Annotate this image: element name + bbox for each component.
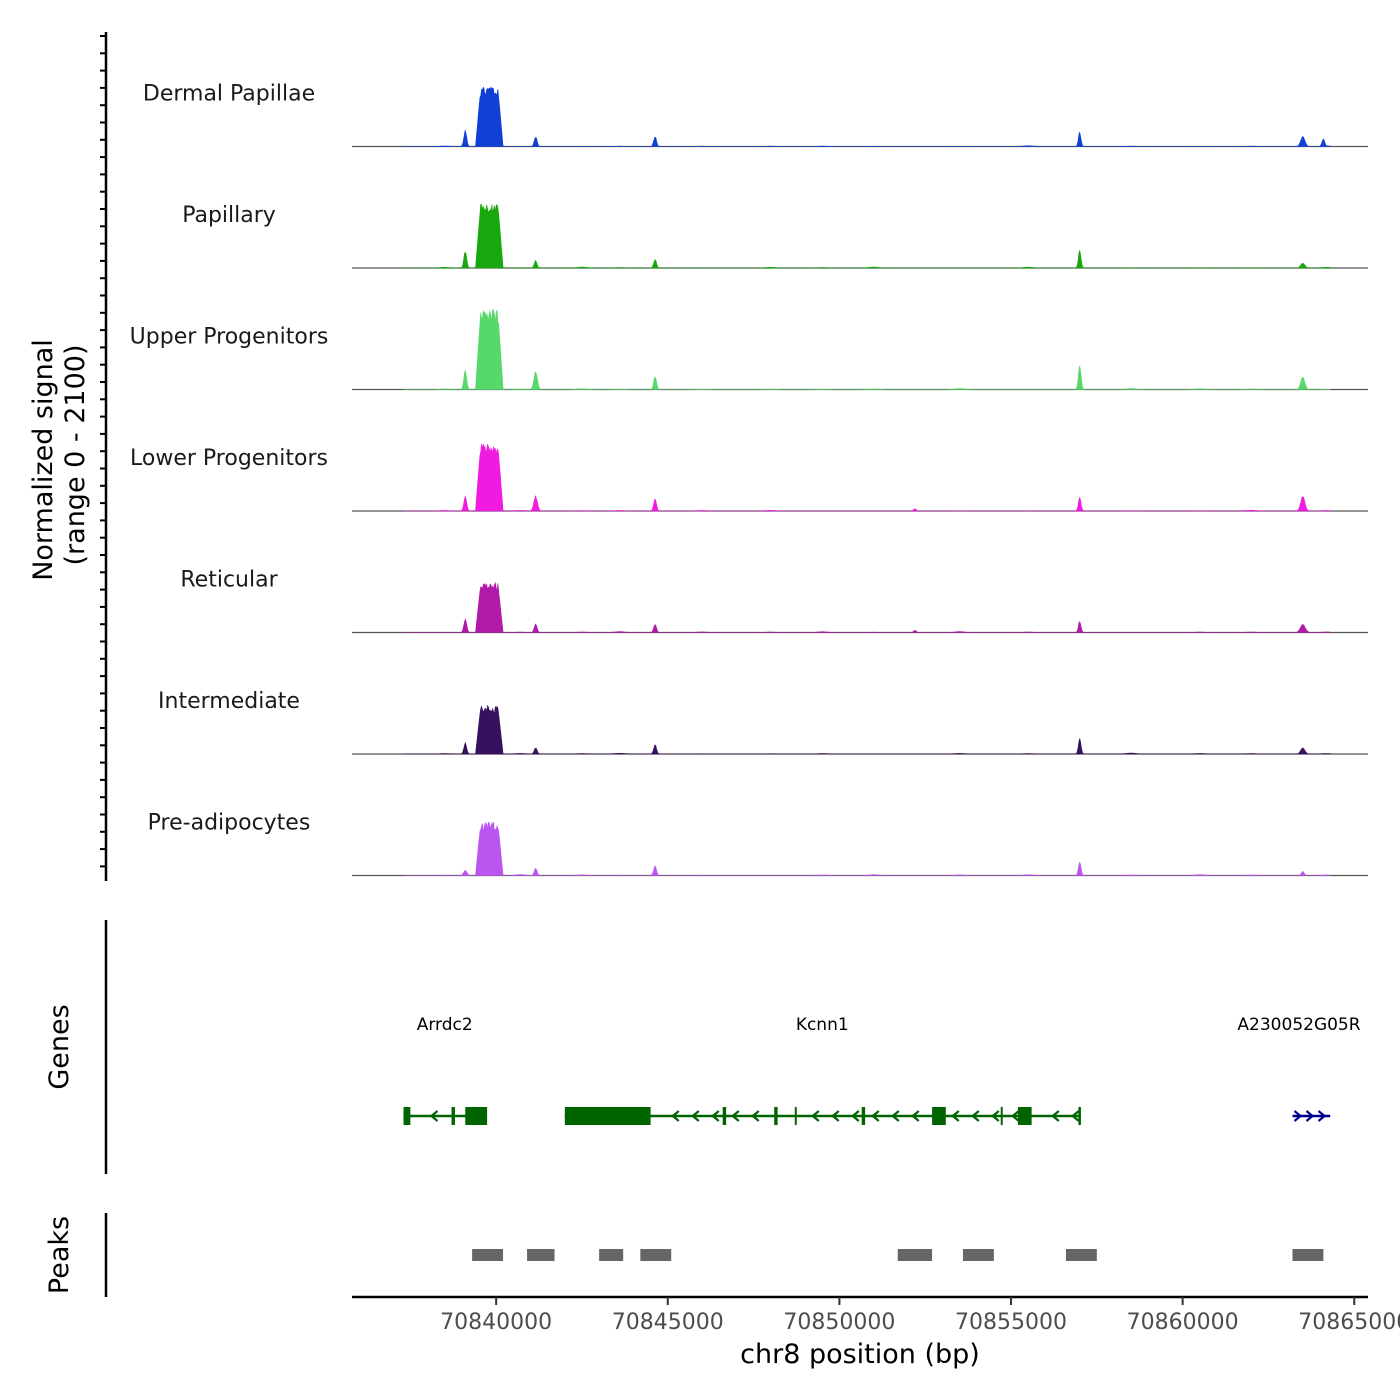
strand-arrow <box>871 1110 880 1122</box>
signal-tracks: Dermal Papillae Papillary Upper Progenitor… <box>130 82 1368 877</box>
strand-arrow <box>951 1110 960 1122</box>
signal-area <box>403 443 1331 512</box>
gene-a230052g05r: A230052G05R <box>1237 1015 1361 1122</box>
strand-arrow <box>811 1110 820 1122</box>
signal-track-papillary: Papillary <box>182 203 1368 269</box>
x-tick-label: 70860000 <box>1127 1310 1239 1335</box>
strand-arrow <box>971 1110 980 1122</box>
x-axis-title: chr8 position (bp) <box>740 1339 980 1370</box>
gene-label: A230052G05R <box>1237 1015 1360 1035</box>
signal-track-intermediate: Intermediate <box>158 689 1368 755</box>
exon <box>932 1107 946 1125</box>
exon <box>861 1107 866 1125</box>
gene-models: Arrdc2 Kcnn1 A230052G05R <box>403 1015 1361 1125</box>
signal-area <box>403 704 1331 755</box>
strand-arrow <box>711 1110 720 1122</box>
x-tick-label: 70855000 <box>955 1310 1067 1335</box>
strand-arrow <box>691 1110 700 1122</box>
track-label: Reticular <box>180 568 278 593</box>
peak-region <box>527 1249 555 1261</box>
signal-y-axis <box>100 32 108 881</box>
genes-track-label: Genes <box>44 1004 75 1089</box>
strand-arrow <box>429 1110 439 1122</box>
exon <box>722 1107 727 1125</box>
peak-region <box>962 1249 994 1261</box>
strand-arrow <box>1051 1110 1060 1122</box>
strand-arrow <box>1071 1110 1080 1122</box>
track-label: Papillary <box>182 203 276 228</box>
genes-track: Genes Arrdc2 Kcnn1 A230052G05R <box>44 920 1361 1174</box>
signal-track-pre-adipocytes: Pre-adipocytes <box>148 811 1368 877</box>
strand-arrow <box>851 1110 860 1122</box>
y-axis-title: Normalized signal (range 0 - 2100) <box>28 339 91 581</box>
gene-label: Kcnn1 <box>796 1015 849 1035</box>
peak-region <box>640 1249 672 1261</box>
strand-arrow <box>1317 1110 1327 1122</box>
strand-arrow <box>891 1110 900 1122</box>
peaks-track-label: Peaks <box>44 1216 75 1294</box>
exon <box>465 1107 486 1125</box>
strand-arrow <box>731 1110 740 1122</box>
y-axis-title-line-1: Normalized signal <box>28 339 59 581</box>
strand-arrow <box>831 1110 840 1122</box>
peak-region <box>1292 1249 1324 1261</box>
y-axis-title-line-2: (range 0 - 2100) <box>60 345 91 566</box>
x-axis: 70840000 70845000 70850000 70855000 70860000… <box>352 1295 1400 1335</box>
strand-arrow <box>751 1110 760 1122</box>
gene-kcnn1: Kcnn1 <box>564 1015 1081 1125</box>
x-tick-label: 70840000 <box>440 1310 552 1335</box>
gene-arrdc2: Arrdc2 <box>403 1015 488 1125</box>
track-label: Dermal Papillae <box>143 82 315 107</box>
signal-track-lower-progenitors: Lower Progenitors <box>130 443 1368 512</box>
exon <box>774 1107 778 1125</box>
signal-area <box>403 581 1331 633</box>
signal-track-reticular: Reticular <box>180 568 1368 634</box>
signal-area <box>403 203 1331 269</box>
exon <box>451 1107 455 1125</box>
strand-arrow <box>1293 1110 1303 1122</box>
peak-region <box>1065 1249 1097 1261</box>
exon <box>1000 1107 1003 1125</box>
strand-arrow <box>991 1110 1000 1122</box>
peaks-track: Peaks <box>44 1213 1324 1297</box>
exon <box>1017 1107 1032 1125</box>
exon <box>794 1107 797 1125</box>
signal-track-upper-progenitors: Upper Progenitors <box>130 309 1368 391</box>
peak-regions <box>472 1249 1324 1261</box>
exon <box>564 1107 651 1125</box>
x-tick-label: 70845000 <box>612 1310 724 1335</box>
signal-area <box>403 86 1331 147</box>
track-label: Lower Progenitors <box>130 446 328 471</box>
strand-arrow <box>1011 1110 1020 1122</box>
gene-label: Arrdc2 <box>417 1015 473 1035</box>
strand-arrow <box>671 1110 680 1122</box>
signal-area <box>403 821 1331 876</box>
peak-region <box>472 1249 504 1261</box>
exon <box>403 1107 411 1125</box>
strand-arrow <box>911 1110 920 1122</box>
track-label: Upper Progenitors <box>130 325 329 350</box>
track-label: Intermediate <box>158 689 300 714</box>
track-label: Pre-adipocytes <box>148 811 311 836</box>
x-tick-label: 70850000 <box>783 1310 895 1335</box>
signal-area <box>403 309 1331 390</box>
strand-arrow <box>1305 1110 1315 1122</box>
signal-track-dermal-papillae: Dermal Papillae <box>143 82 1368 148</box>
x-tick-label: 70865000 <box>1298 1310 1400 1335</box>
peak-region <box>599 1249 624 1261</box>
peak-region <box>897 1249 933 1261</box>
